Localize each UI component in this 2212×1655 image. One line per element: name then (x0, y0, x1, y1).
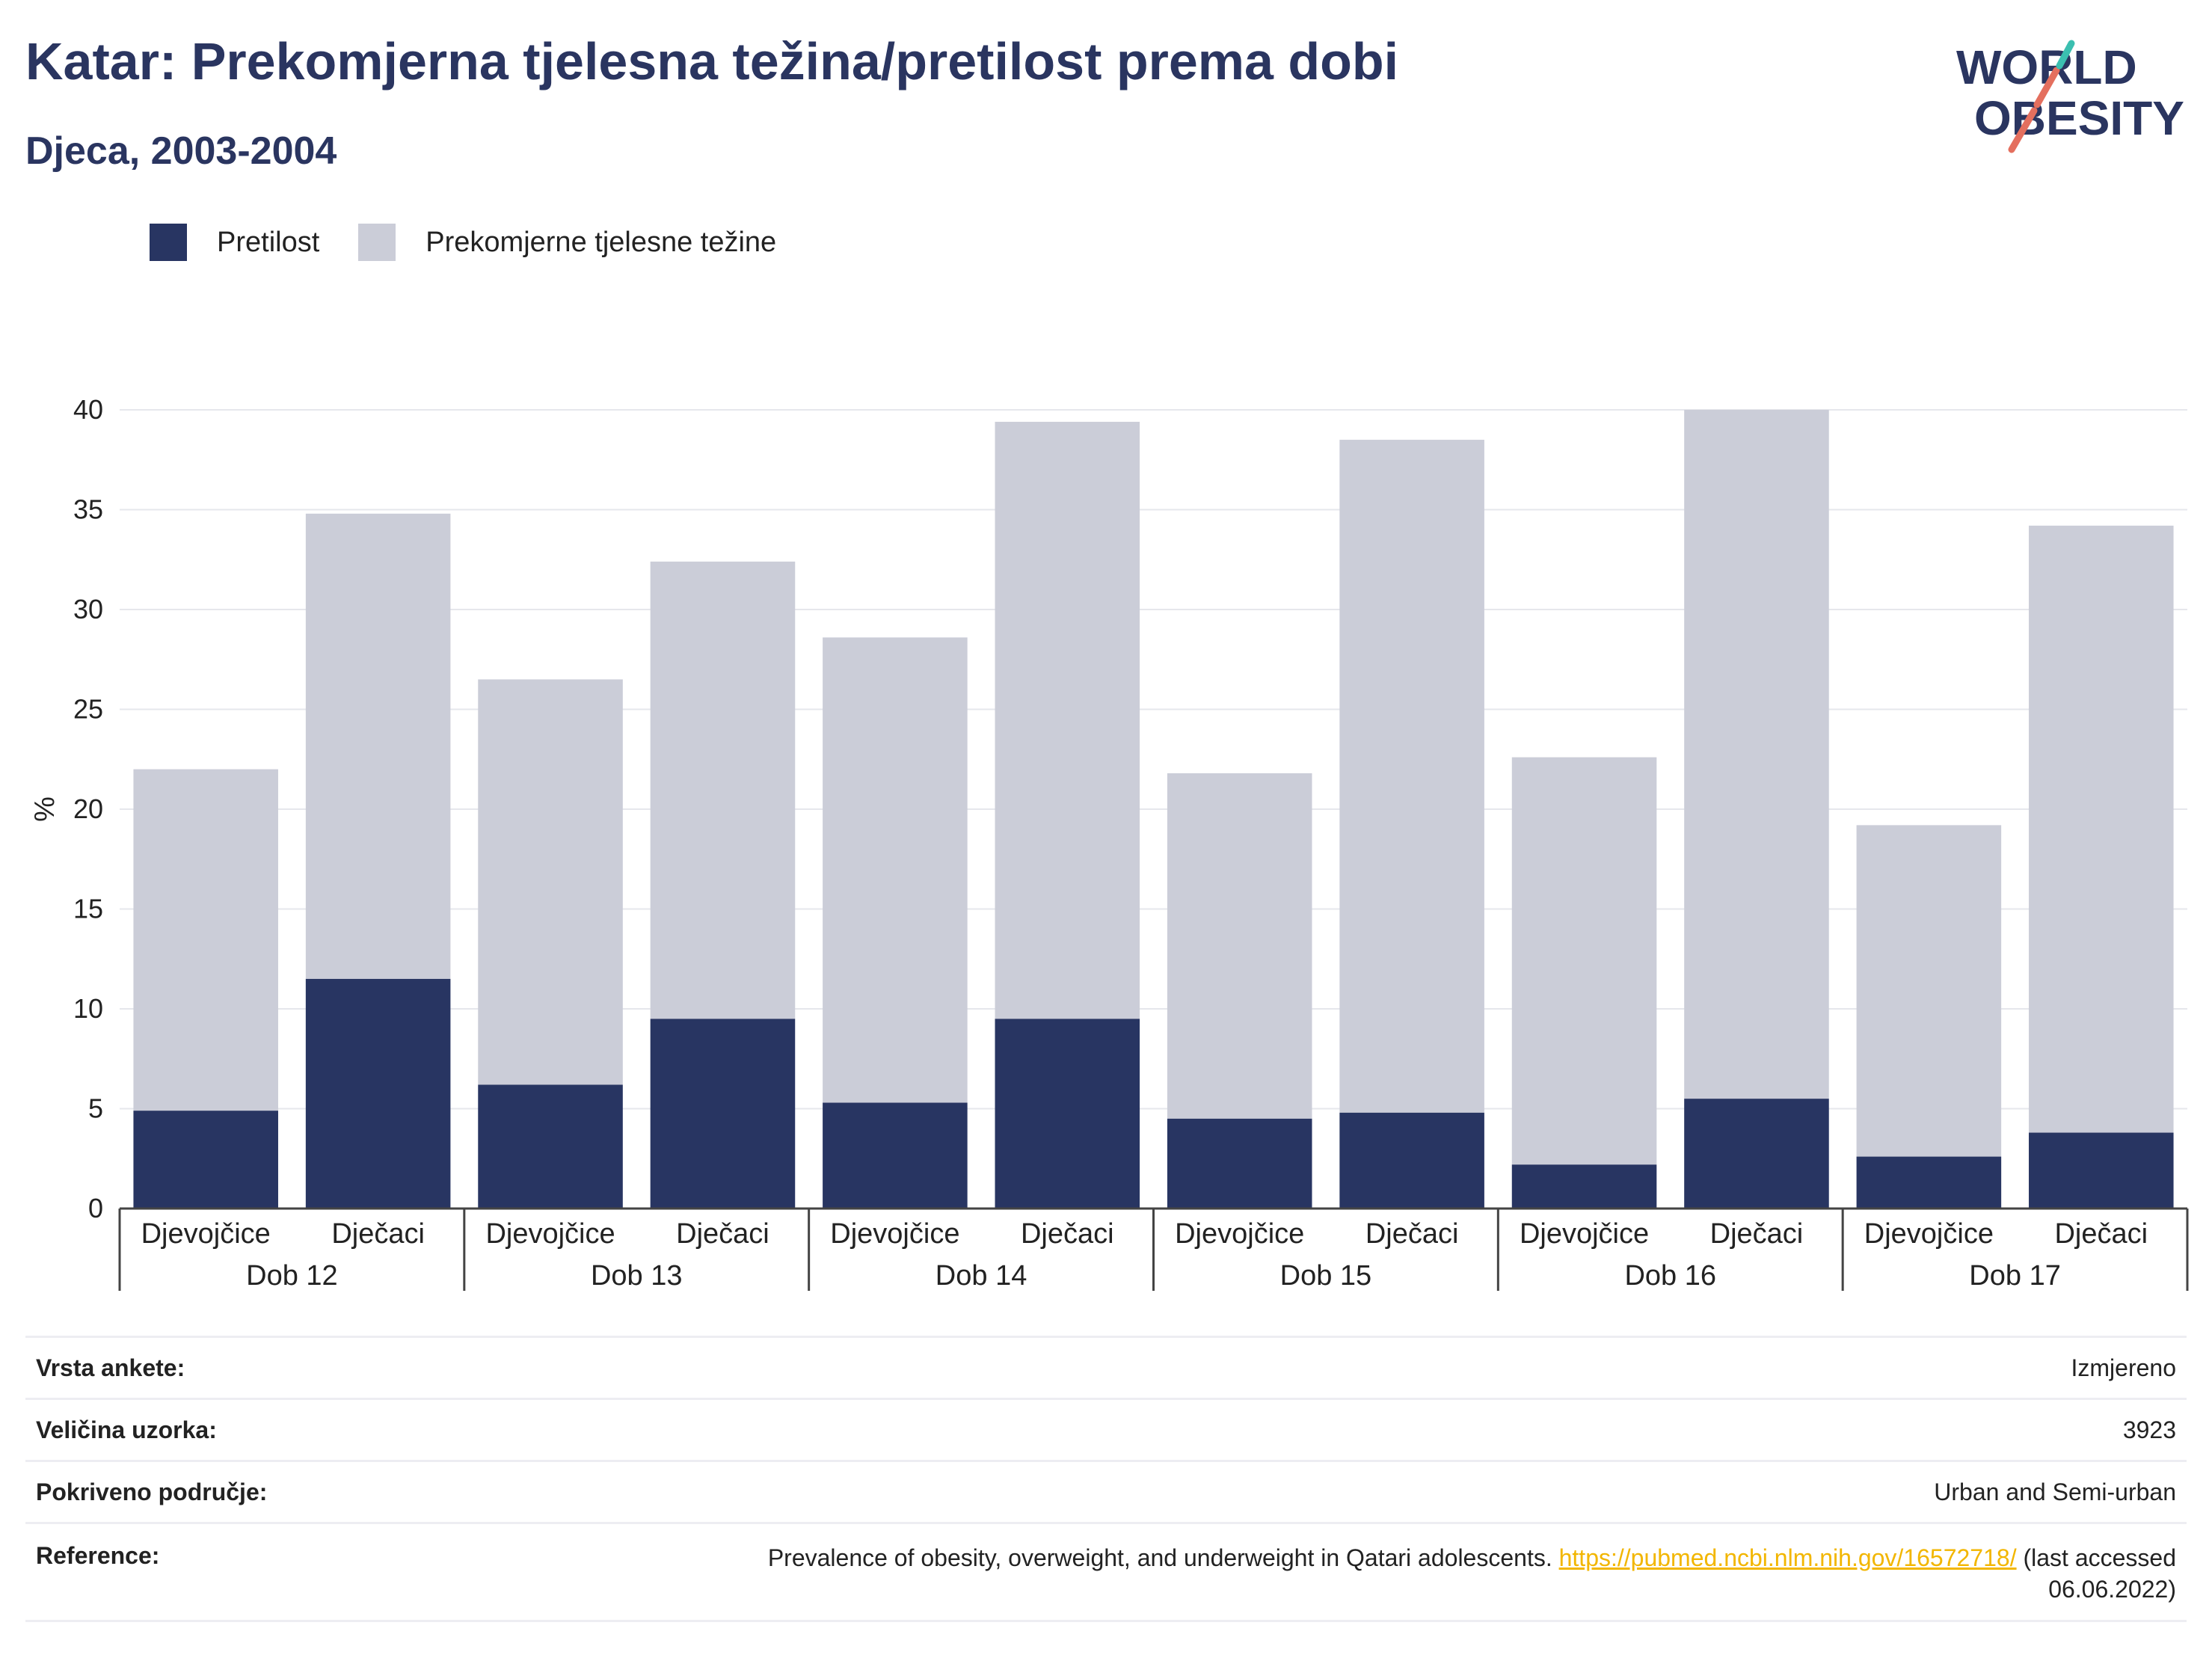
y-tick-label: 5 (88, 1093, 103, 1124)
group-label: Dob 15 (1280, 1260, 1372, 1292)
bar-obesity (823, 1102, 968, 1209)
bar-overweight (1339, 440, 1484, 1113)
reference-value: Prevalence of obesity, overweight, and u… (636, 1542, 2187, 1605)
legend-label-obesity: Pretilost (217, 226, 320, 258)
group-label: Dob 13 (591, 1260, 683, 1292)
bar-obesity (1684, 1099, 1829, 1209)
stacked-bar-chart: 0 5 10 15 20 25 30 35 40% Djevojčice Dječaci Djevoj… (29, 394, 2189, 1292)
info-row-survey-type: Vrsta ankete: Izmjereno (25, 1336, 2187, 1398)
group-label: Dob 14 (936, 1260, 1027, 1292)
x-tick-label: Djevojčice (1520, 1218, 1649, 1250)
bar-obesity (1511, 1164, 1657, 1209)
y-tick-label: 35 (73, 494, 103, 525)
survey-type-label: Vrsta ankete: (36, 1354, 185, 1381)
bar-obesity (1856, 1156, 2002, 1209)
chart-subtitle: Djeca, 2003-2004 (25, 129, 337, 173)
y-axis-label: % (29, 796, 61, 822)
bar-obesity (305, 978, 451, 1209)
info-row-coverage: Pokriveno područje: Urban and Semi-urban (25, 1460, 2187, 1522)
y-tick-label: 0 (88, 1193, 103, 1223)
coverage-value: Urban and Semi-urban (1934, 1478, 2176, 1505)
info-row-reference: Reference: Prevalence of obesity, overwe… (25, 1522, 2187, 1622)
y-tick-label: 20 (73, 793, 103, 824)
svg-text:OBESITY: OBESITY (1974, 91, 2184, 145)
group-label: Dob 12 (246, 1260, 338, 1292)
reference-link[interactable]: https://pubmed.ncbi.nlm.nih.gov/16572718… (1558, 1544, 2017, 1571)
bar-overweight (1856, 825, 2002, 1157)
chart-title: Katar: Prekomjerna tjelesna težina/preti… (25, 32, 1399, 90)
bar-obesity (478, 1084, 623, 1209)
bar-overweight (478, 679, 623, 1085)
x-tick-label: Djevojčice (1864, 1218, 1994, 1250)
group-label: Dob 17 (1969, 1260, 2061, 1292)
y-tick-label: 15 (73, 894, 103, 924)
bar-overweight (1684, 410, 1829, 1099)
bar-obesity (1167, 1118, 1312, 1209)
group-label: Dob 16 (1624, 1260, 1716, 1292)
bar-obesity (1339, 1112, 1484, 1209)
bar-overweight (133, 769, 278, 1111)
x-tick-label: Dječaci (2054, 1218, 2148, 1250)
x-tick-label: Dječaci (331, 1218, 425, 1250)
bar-obesity (650, 1019, 796, 1209)
y-tick-label: 10 (73, 993, 103, 1024)
info-row-sample-size: Veličina uzorka: 3923 (25, 1398, 2187, 1460)
x-tick-label: Djevojčice (1175, 1218, 1304, 1250)
reference-label: Reference: (36, 1542, 160, 1569)
x-tick-label: Djevojčice (830, 1218, 959, 1250)
y-tick-label: 25 (73, 694, 103, 725)
bar-overweight (823, 637, 968, 1103)
reference-text: Prevalence of obesity, overweight, and u… (767, 1544, 1552, 1571)
y-tick-label: 30 (73, 594, 103, 624)
x-tick-label: Djevojčice (485, 1218, 615, 1250)
bar-overweight (1167, 773, 1312, 1119)
legend-label-overweight: Prekomjerne tjelesne težine (425, 226, 777, 258)
bar-obesity (133, 1111, 278, 1209)
x-tick-label: Dječaci (1710, 1218, 1804, 1250)
sample-size-label: Veličina uzorka: (36, 1416, 217, 1443)
bar-overweight (2029, 525, 2174, 1133)
bar-overweight (305, 513, 451, 979)
sample-size-value: 3923 (2122, 1416, 2176, 1443)
coverage-label: Pokriveno područje: (36, 1478, 268, 1505)
bar-obesity (2029, 1132, 2174, 1209)
y-tick-label: 40 (73, 394, 103, 425)
survey-type-value: Izmjereno (2071, 1354, 2177, 1381)
bar-overweight (1511, 757, 1657, 1165)
bar-overweight (995, 422, 1140, 1019)
x-tick-label: Dječaci (1021, 1218, 1114, 1250)
legend-swatch-obesity (150, 224, 187, 261)
x-tick-label: Dječaci (676, 1218, 769, 1250)
survey-info-table: Vrsta ankete: Izmjereno Veličina uzorka:… (25, 1336, 2187, 1622)
x-tick-label: Dječaci (1365, 1218, 1459, 1250)
x-tick-label: Djevojčice (141, 1218, 271, 1250)
bar-obesity (995, 1019, 1140, 1209)
chart-legend: Pretilost Prekomjerne tjelesne težine (150, 221, 815, 263)
world-obesity-logo: WORLD OBESITY (1956, 40, 2184, 153)
legend-swatch-overweight (358, 224, 396, 261)
reference-suffix: (last accessed 06.06.2022) (2023, 1544, 2176, 1603)
bar-overweight (650, 561, 796, 1019)
